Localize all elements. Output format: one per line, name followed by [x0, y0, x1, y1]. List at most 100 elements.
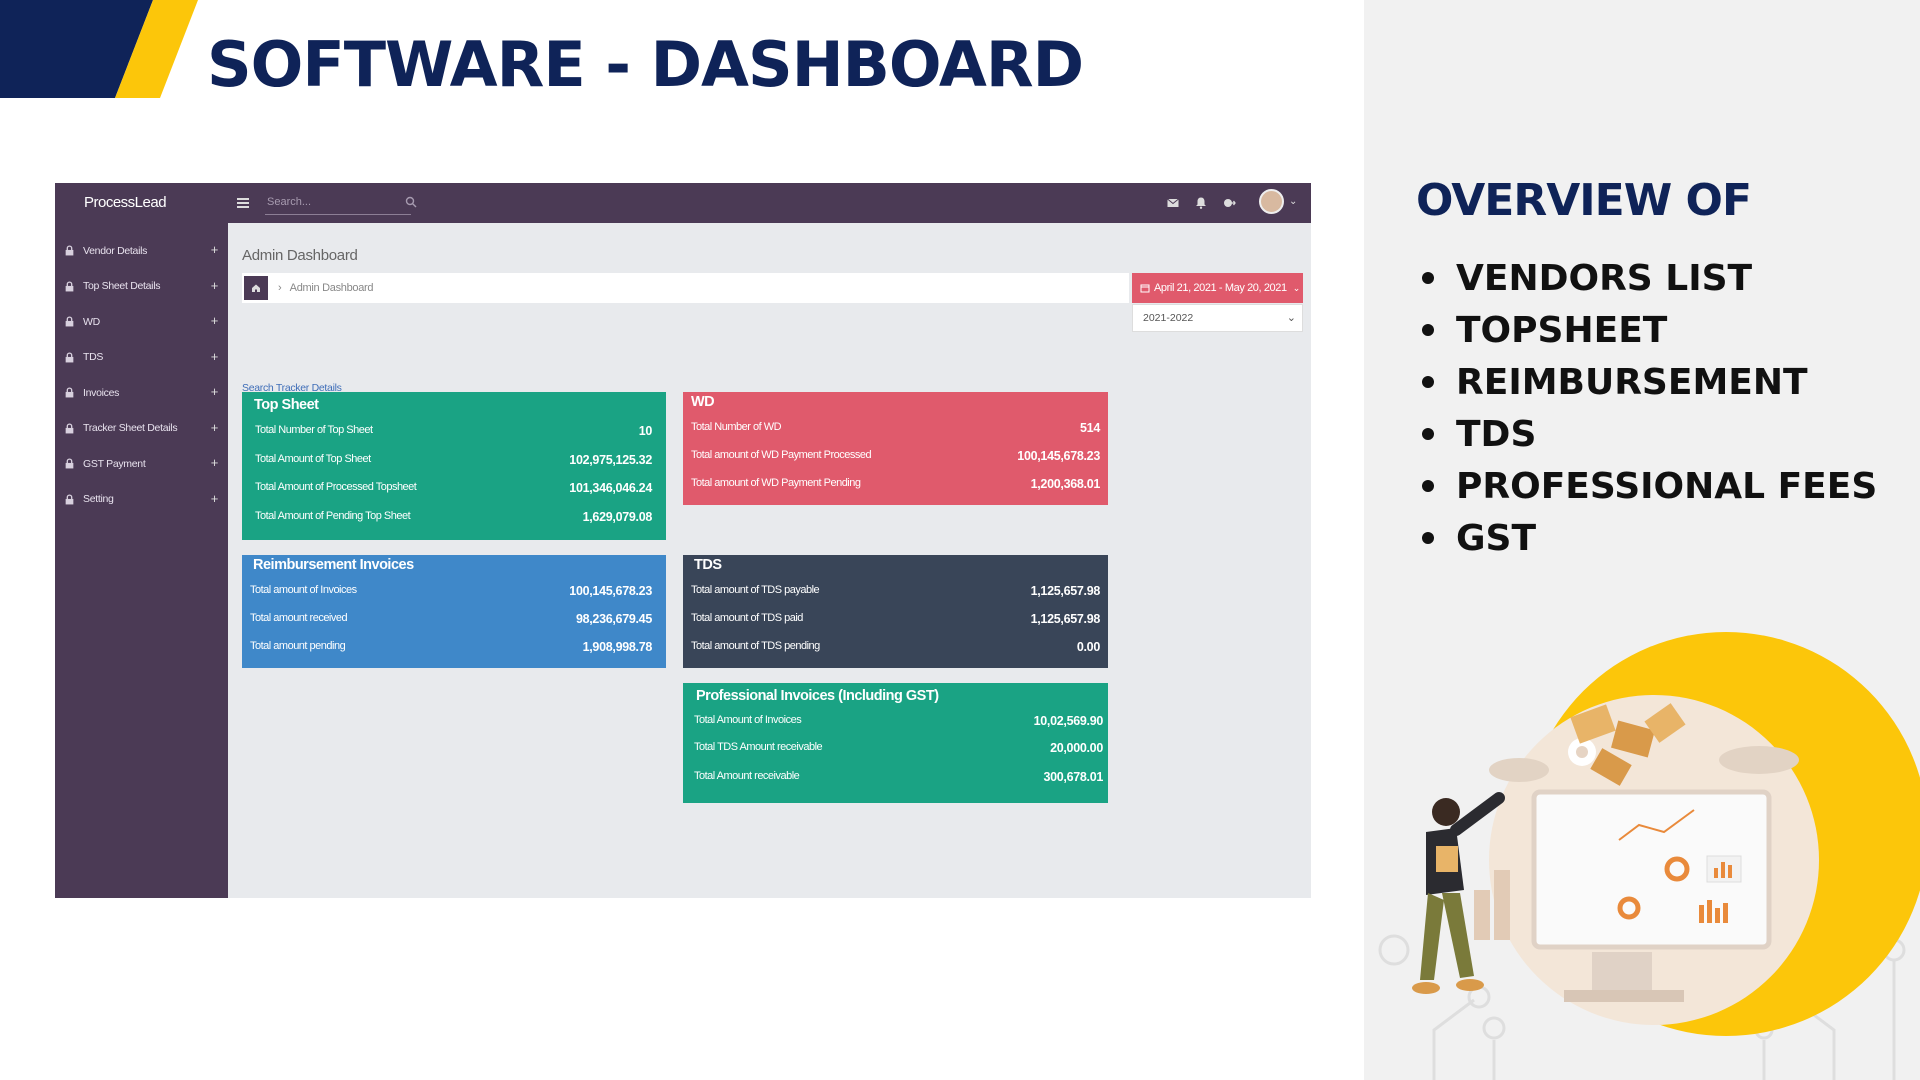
hamburger-menu-icon[interactable]: [236, 196, 250, 210]
card-row: Total Number of Top Sheet 10: [242, 424, 666, 444]
lock-icon: [65, 458, 74, 469]
expand-plus-icon[interactable]: +: [210, 313, 219, 328]
year-select-value: 2021-2022: [1143, 312, 1194, 324]
home-icon: [252, 284, 260, 292]
card-row: Total Amount of Top Sheet 102,975,125.32: [242, 453, 666, 473]
row-value: 1,908,998.78: [582, 640, 653, 654]
card-title: Reimbursement Invoices: [253, 557, 414, 573]
list-item: GST: [1416, 512, 1877, 564]
logout-icon[interactable]: [1222, 196, 1236, 210]
card-title: Top Sheet: [254, 397, 319, 413]
dashboard-content: Admin Dashboard › Admin Dashboard April …: [228, 223, 1311, 898]
expand-plus-icon[interactable]: +: [210, 455, 219, 470]
financial-year-select[interactable]: 2021-2022 ⌄: [1132, 304, 1303, 332]
row-label: Total amount of TDS payable: [691, 584, 820, 596]
mail-icon[interactable]: [1166, 196, 1180, 210]
sidebar-item-tds[interactable]: TDS +: [55, 340, 228, 376]
sidebar-item-invoices[interactable]: Invoices +: [55, 375, 228, 411]
sidebar-item-label: Top Sheet Details: [83, 280, 161, 293]
calendar-icon: [1140, 284, 1150, 293]
lock-icon: [65, 423, 74, 434]
card-title: Professional Invoices (Including GST): [696, 688, 939, 704]
bell-icon[interactable]: [1194, 196, 1208, 210]
slide-title: SOFTWARE - DASHBOARD: [207, 28, 1084, 101]
list-item-label: GST: [1456, 517, 1537, 559]
sidebar-item-top-sheet-details[interactable]: Top Sheet Details +: [55, 269, 228, 305]
row-value: 10: [638, 424, 653, 438]
brand-logo[interactable]: ProcessLead: [84, 194, 167, 211]
card-row: Total Amount receivable 300,678.01: [683, 770, 1108, 790]
sidebar-item-label: TDS: [83, 351, 104, 364]
search-input[interactable]: [265, 189, 411, 215]
row-value: 1,629,079.08: [582, 510, 653, 524]
row-label: Total TDS Amount receivable: [694, 741, 823, 753]
wd-card[interactable]: WD Total Number of WD 514 Total amount of…: [683, 392, 1108, 505]
expand-plus-icon[interactable]: +: [210, 384, 219, 399]
card-row: Total Number of WD 514: [683, 421, 1108, 441]
row-label: Total amount of TDS pending: [691, 640, 820, 652]
row-value: 100,145,678.23: [569, 584, 652, 598]
overview-panel: OVERVIEW OF VENDORS LIST TOPSHEET REIMBU…: [1364, 0, 1920, 1080]
expand-plus-icon[interactable]: +: [210, 277, 219, 293]
row-value: 98,236,679.45: [575, 612, 652, 626]
search-tracker-link[interactable]: Search Tracker Details: [242, 382, 342, 394]
row-value: 101,346,046.24: [569, 481, 652, 495]
card-row: Total amount of TDS payable 1,125,657.98: [683, 584, 1108, 604]
expand-plus-icon[interactable]: +: [210, 419, 219, 435]
row-value: 300,678.01: [1043, 770, 1103, 784]
sidebar-item-label: Vendor Details: [83, 244, 148, 257]
card-row: Total TDS Amount receivable 20,000.00: [683, 741, 1108, 761]
lock-icon: [65, 494, 74, 505]
list-item: TDS: [1416, 408, 1877, 460]
app-window: ProcessLead Vendor Details + Top Sheet D…: [55, 183, 1311, 898]
lock-icon: [65, 281, 74, 292]
bullet-icon: [1422, 324, 1434, 336]
expand-plus-icon[interactable]: +: [210, 242, 219, 257]
sidebar-item-gst-payment[interactable]: GST Payment +: [55, 446, 228, 482]
home-button[interactable]: [244, 276, 268, 300]
sidebar-item-label: Tracker Sheet Details: [83, 422, 178, 435]
professional-invoices-card[interactable]: Professional Invoices (Including GST) To…: [683, 683, 1108, 803]
sidebar-item-wd[interactable]: WD +: [55, 304, 228, 340]
bullet-icon: [1422, 272, 1434, 284]
list-item: VENDORS LIST: [1416, 252, 1877, 304]
top-sheet-card[interactable]: Top Sheet Total Number of Top Sheet 10 To…: [242, 392, 666, 540]
tds-card[interactable]: TDS Total amount of TDS payable 1,125,657…: [683, 555, 1108, 668]
row-label: Total amount of WD Payment Processed: [691, 449, 872, 461]
row-value: 10,02,569.90: [1033, 714, 1104, 728]
row-label: Total Amount of Invoices: [694, 714, 802, 726]
row-label: Total amount pending: [250, 640, 346, 652]
dashboard-illustration: [1378, 632, 1920, 1080]
sidebar: ProcessLead Vendor Details + Top Sheet D…: [55, 183, 228, 898]
bullet-icon: [1422, 532, 1434, 544]
chevron-down-icon: ⌄: [1292, 282, 1301, 293]
expand-plus-icon[interactable]: +: [210, 348, 219, 364]
card-row: Total amount of WD Payment Pending 1,200,…: [683, 477, 1108, 497]
list-item-label: TDS: [1456, 413, 1537, 455]
top-navbar: ⌄: [228, 183, 1311, 223]
sidebar-item-vendor-details[interactable]: Vendor Details +: [55, 233, 228, 269]
sidebar-item-label: Setting: [83, 493, 114, 506]
list-item: REIMBURSEMENT: [1416, 356, 1877, 408]
list-item-label: REIMBURSEMENT: [1456, 361, 1808, 403]
row-value: 102,975,125.32: [569, 453, 652, 467]
date-range-picker[interactable]: April 21, 2021 - May 20, 2021 ⌄: [1132, 273, 1303, 303]
chevron-down-icon[interactable]: ⌄: [1289, 196, 1298, 207]
card-title: TDS: [694, 557, 722, 573]
overview-title: OVERVIEW OF: [1416, 175, 1752, 226]
list-item-label: VENDORS LIST: [1456, 257, 1753, 299]
sidebar-nav: Vendor Details + Top Sheet Details + WD …: [55, 233, 228, 517]
user-avatar[interactable]: [1259, 189, 1284, 214]
date-range-label: April 21, 2021 - May 20, 2021: [1154, 282, 1287, 294]
breadcrumb-separator: ›: [278, 282, 282, 294]
card-row: Total amount received 98,236,679.45: [242, 612, 666, 632]
search-icon[interactable]: [405, 196, 417, 208]
sidebar-item-label: GST Payment: [83, 457, 146, 470]
sidebar-item-tracker-sheet-details[interactable]: Tracker Sheet Details +: [55, 411, 228, 447]
sidebar-item-setting[interactable]: Setting +: [55, 482, 228, 518]
reimbursement-invoices-card[interactable]: Reimbursement Invoices Total amount of I…: [242, 555, 666, 668]
card-row: Total amount of TDS pending 0.00: [683, 640, 1108, 660]
lock-icon: [65, 387, 74, 398]
expand-plus-icon[interactable]: +: [210, 490, 219, 506]
breadcrumb-current[interactable]: Admin Dashboard: [289, 282, 374, 294]
